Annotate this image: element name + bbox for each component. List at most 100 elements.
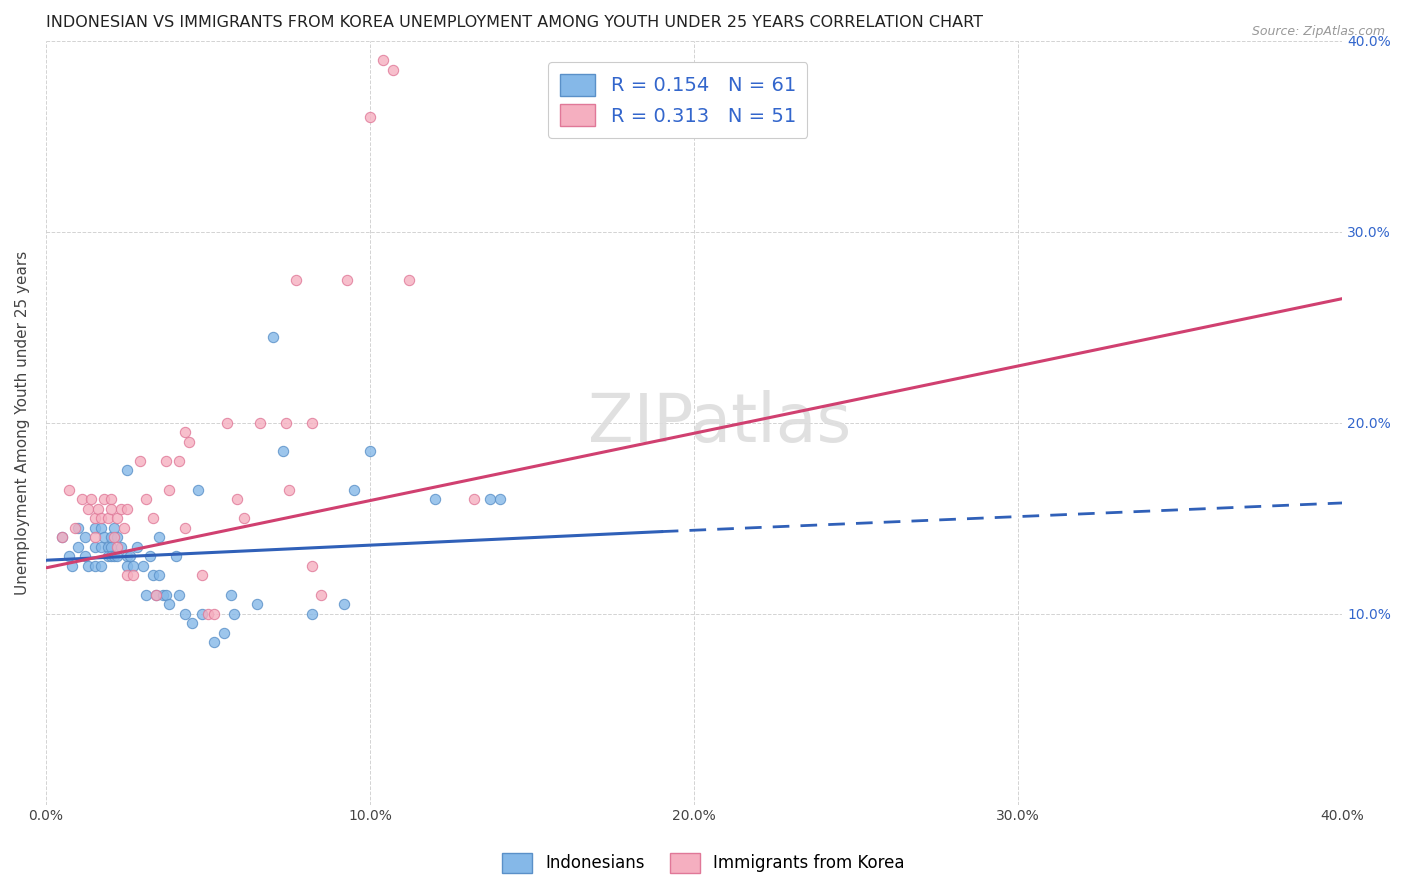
Point bbox=[190, 568, 212, 582]
Point bbox=[115, 501, 138, 516]
Point bbox=[51, 530, 73, 544]
Point bbox=[232, 511, 254, 525]
Legend: R = 0.154   N = 61, R = 0.313   N = 51: R = 0.154 N = 61, R = 0.313 N = 51 bbox=[548, 62, 807, 138]
Point bbox=[165, 549, 187, 564]
Point bbox=[100, 492, 122, 507]
Point bbox=[51, 530, 73, 544]
Point bbox=[262, 330, 284, 344]
Point bbox=[278, 483, 301, 497]
Point bbox=[122, 558, 145, 573]
Point bbox=[157, 483, 180, 497]
Point bbox=[135, 588, 157, 602]
Point bbox=[67, 540, 90, 554]
Point bbox=[110, 501, 132, 516]
Point bbox=[174, 607, 197, 621]
Point bbox=[90, 511, 112, 525]
Point bbox=[398, 272, 420, 286]
Point bbox=[204, 635, 226, 649]
Point bbox=[100, 540, 122, 554]
Point bbox=[73, 530, 96, 544]
Point bbox=[58, 549, 80, 564]
Point bbox=[343, 483, 366, 497]
Point bbox=[142, 511, 165, 525]
Point bbox=[152, 588, 174, 602]
Point bbox=[103, 521, 125, 535]
Point bbox=[359, 110, 381, 124]
Point bbox=[103, 549, 125, 564]
Point bbox=[110, 540, 132, 554]
Point bbox=[138, 549, 160, 564]
Point bbox=[219, 588, 242, 602]
Point bbox=[145, 588, 167, 602]
Point bbox=[311, 588, 333, 602]
Point bbox=[212, 625, 235, 640]
Point bbox=[67, 521, 90, 535]
Point bbox=[83, 511, 105, 525]
Point bbox=[148, 568, 170, 582]
Point bbox=[90, 558, 112, 573]
Y-axis label: Unemployment Among Youth under 25 years: Unemployment Among Youth under 25 years bbox=[15, 251, 30, 595]
Text: INDONESIAN VS IMMIGRANTS FROM KOREA UNEMPLOYMENT AMONG YOUTH UNDER 25 YEARS CORR: INDONESIAN VS IMMIGRANTS FROM KOREA UNEM… bbox=[46, 15, 983, 30]
Point bbox=[96, 549, 118, 564]
Point bbox=[77, 558, 100, 573]
Text: ZIPatlas: ZIPatlas bbox=[589, 390, 852, 456]
Point bbox=[187, 483, 209, 497]
Point bbox=[105, 511, 128, 525]
Point bbox=[63, 521, 86, 535]
Point bbox=[58, 483, 80, 497]
Point bbox=[155, 454, 177, 468]
Point bbox=[381, 62, 404, 77]
Point bbox=[488, 492, 510, 507]
Point bbox=[96, 540, 118, 554]
Point bbox=[371, 53, 394, 67]
Point bbox=[167, 588, 190, 602]
Point bbox=[226, 492, 249, 507]
Point bbox=[87, 501, 110, 516]
Point bbox=[96, 511, 118, 525]
Point bbox=[115, 463, 138, 477]
Point bbox=[301, 416, 323, 430]
Point bbox=[90, 540, 112, 554]
Point bbox=[301, 558, 323, 573]
Point bbox=[115, 558, 138, 573]
Point bbox=[301, 607, 323, 621]
Point bbox=[105, 530, 128, 544]
Point bbox=[197, 607, 219, 621]
Point bbox=[174, 425, 197, 440]
Point bbox=[83, 530, 105, 544]
Text: Source: ZipAtlas.com: Source: ZipAtlas.com bbox=[1251, 25, 1385, 38]
Point bbox=[132, 558, 155, 573]
Point bbox=[135, 492, 157, 507]
Point bbox=[70, 492, 93, 507]
Point bbox=[122, 568, 145, 582]
Point bbox=[142, 568, 165, 582]
Point bbox=[103, 530, 125, 544]
Point bbox=[115, 549, 138, 564]
Point bbox=[336, 272, 359, 286]
Point bbox=[174, 521, 197, 535]
Point bbox=[222, 607, 245, 621]
Point bbox=[93, 492, 115, 507]
Point bbox=[100, 501, 122, 516]
Legend: Indonesians, Immigrants from Korea: Indonesians, Immigrants from Korea bbox=[495, 847, 911, 880]
Point bbox=[100, 530, 122, 544]
Point bbox=[112, 521, 135, 535]
Point bbox=[129, 454, 152, 468]
Point bbox=[115, 568, 138, 582]
Point bbox=[83, 540, 105, 554]
Point bbox=[105, 540, 128, 554]
Point bbox=[249, 416, 271, 430]
Point bbox=[246, 597, 269, 611]
Point bbox=[271, 444, 294, 458]
Point bbox=[105, 549, 128, 564]
Point bbox=[217, 416, 239, 430]
Point bbox=[333, 597, 356, 611]
Point bbox=[145, 588, 167, 602]
Point bbox=[180, 616, 202, 631]
Point bbox=[148, 530, 170, 544]
Point bbox=[125, 540, 148, 554]
Point bbox=[157, 597, 180, 611]
Point bbox=[463, 492, 485, 507]
Point bbox=[155, 588, 177, 602]
Point bbox=[177, 434, 200, 449]
